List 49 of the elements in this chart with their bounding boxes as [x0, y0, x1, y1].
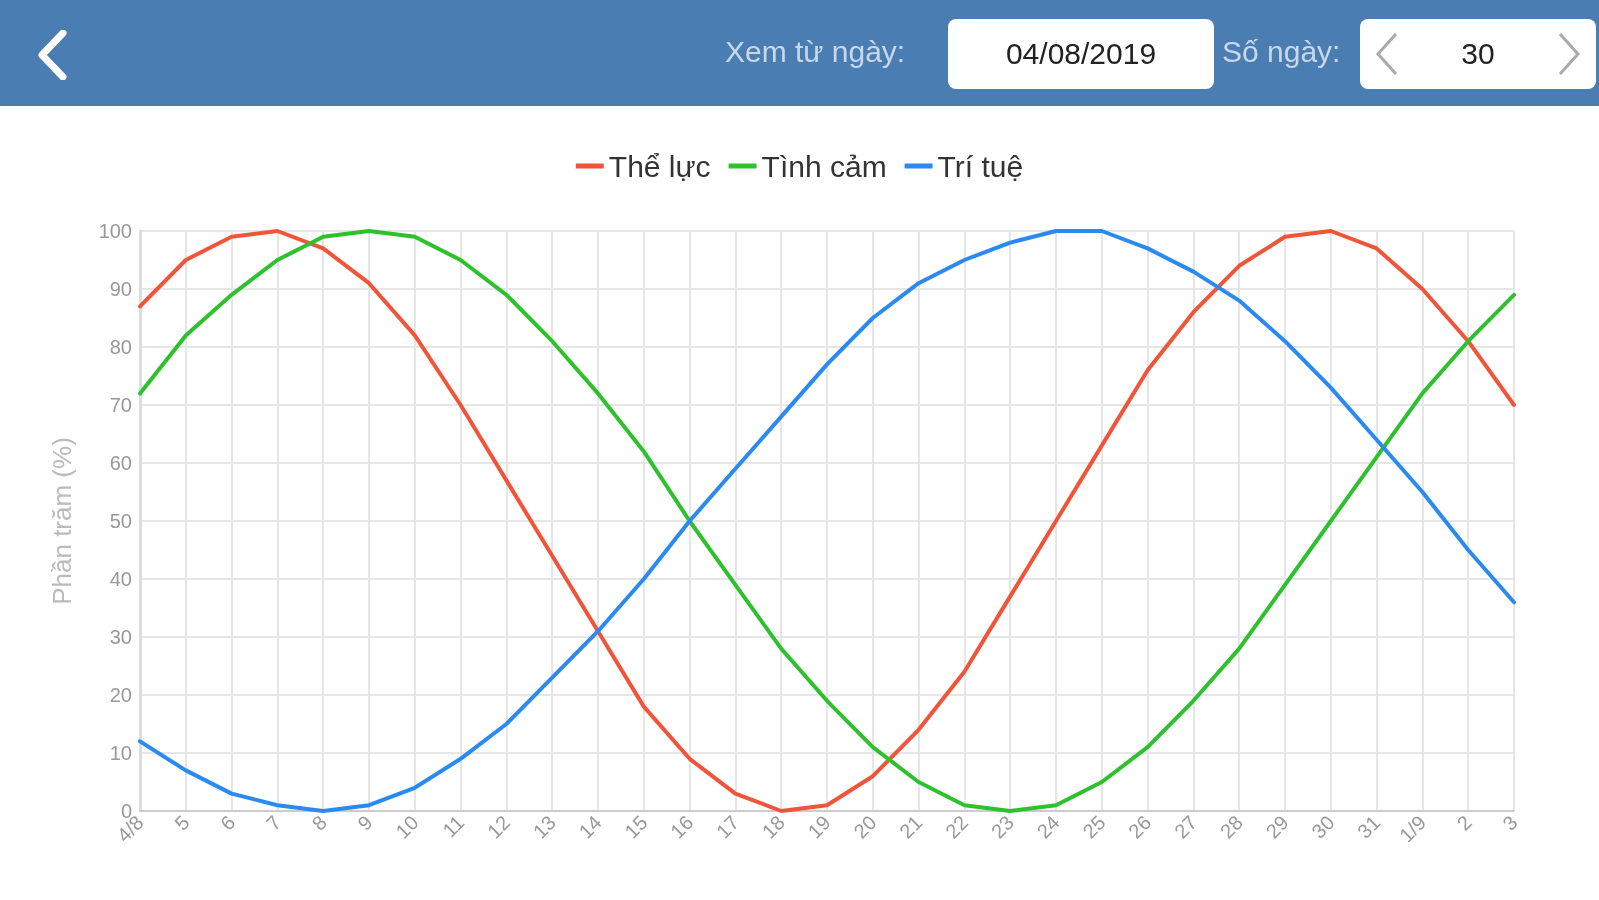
x-tick-label: 14 [574, 811, 606, 843]
x-tick-label: 3 [1498, 811, 1522, 835]
x-tick-label: 1/9 [1394, 811, 1431, 847]
x-tick-label: 20 [849, 811, 881, 843]
y-tick-label: 10 [109, 742, 132, 764]
x-tick-label: 27 [1169, 811, 1202, 843]
text: 30 [1461, 37, 1495, 71]
x-tick-label: 30 [1307, 811, 1339, 843]
x-tick-label: 6 [215, 811, 240, 835]
y-tick-label: 50 [109, 510, 132, 532]
legend-label: Thể lực [608, 149, 711, 183]
y-tick-label: 60 [109, 452, 132, 474]
legend-label: Tình cảm [761, 149, 887, 183]
x-tick-label: 2 [1452, 811, 1476, 835]
y-tick-label: 90 [109, 278, 132, 300]
y-axis-title: Phần trăm (%) [47, 437, 77, 605]
x-tick-label: 26 [1124, 811, 1156, 843]
x-tick-label: 9 [353, 811, 377, 835]
x-tick-label: 24 [1032, 811, 1064, 843]
legend-label: Trí tuệ [937, 149, 1024, 183]
x-tick-label: 7 [261, 811, 286, 835]
text: Xem từ ngày: [725, 35, 906, 69]
y-tick-label: 40 [109, 568, 132, 590]
x-tick-label: 10 [391, 811, 423, 843]
x-tick-label: 11 [438, 811, 469, 842]
x-tick-label: 8 [307, 811, 331, 835]
x-tick-label: 28 [1215, 811, 1247, 843]
x-tick-label: 31 [1353, 811, 1385, 843]
x-tick-label: 29 [1261, 811, 1293, 843]
x-tick-label: 23 [986, 811, 1018, 843]
y-tick-label: 30 [109, 626, 132, 648]
y-tick-label: 70 [109, 394, 132, 416]
x-tick-label: 17 [711, 811, 744, 843]
x-tick-label: 13 [528, 811, 560, 843]
x-tick-label: 19 [803, 811, 835, 843]
x-tick-label: 18 [757, 811, 789, 843]
x-tick-label: 16 [666, 811, 698, 843]
x-tick-label: 12 [482, 811, 515, 843]
y-tick-label: 80 [109, 336, 132, 358]
x-tick-label: 15 [620, 811, 652, 843]
x-tick-label: 25 [1078, 811, 1110, 843]
x-tick-label: 5 [170, 811, 194, 835]
text: Số ngày: [1222, 35, 1341, 69]
x-tick-label: 22 [940, 811, 973, 843]
text: 04/08/2019 [948, 19, 1214, 89]
line-series [138, 229, 1516, 813]
y-tick-label: 100 [98, 220, 132, 242]
y-tick-label: 20 [109, 684, 132, 706]
x-tick-label: 21 [895, 811, 927, 843]
